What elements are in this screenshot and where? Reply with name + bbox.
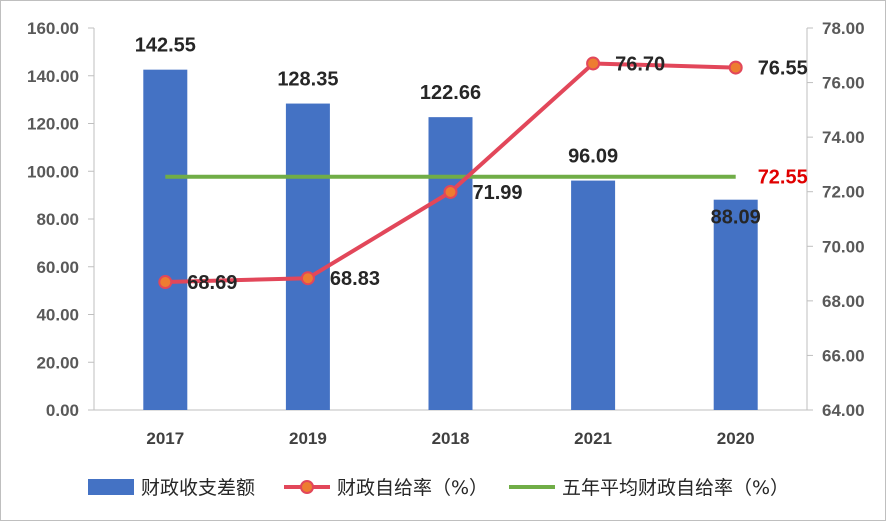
y-right-tick-label: 68.00 [822,292,865,311]
y-left-tick-label: 140.00 [27,67,79,86]
rate-marker [443,184,458,199]
y-left-tick-label: 100.00 [27,162,79,181]
legend-label-rate: 财政自给率（%） [337,477,488,499]
line-series [158,56,743,290]
bar [285,103,330,410]
rate-value-label: 76.55 [758,58,808,80]
x-category-label: 2018 [432,429,470,448]
y-left-tick-label: 160.00 [27,19,79,38]
y-left-tick-label: 0.00 [46,401,79,420]
rate-value-label: 76.70 [615,53,665,75]
legend-swatch-bar [88,479,134,495]
legend: 财政收支差额 财政自给率（%） 五年平均财政自给率（%） [88,477,789,499]
bar-series [143,69,758,411]
y-left-tick-label: 60.00 [36,258,79,277]
y-left-tick-label: 20.00 [36,353,79,372]
rate-value-label: 68.83 [330,268,380,290]
bar [713,199,758,410]
y-right-tick-label: 66.00 [822,346,865,365]
legend-label-average: 五年平均财政自给率（%） [562,477,789,499]
rate-value-label: 71.99 [473,182,523,204]
x-category-label: 2019 [289,429,327,448]
y-right-tick-label: 64.00 [822,401,865,420]
x-category-label: 2020 [717,429,755,448]
y-left-tick-label: 80.00 [36,210,79,229]
y-right-tick-label: 78.00 [822,19,865,38]
x-category-label: 2021 [574,429,612,448]
bar-value-label: 88.09 [711,207,761,229]
legend-swatch-rate-marker [300,480,314,494]
legend-label-bar: 财政收支差额 [141,477,255,499]
rate-marker [300,271,315,286]
bar-value-label: 128.35 [277,69,338,91]
average-value-label: 72.55 [758,167,808,189]
bar-value-label: 122.66 [420,82,481,104]
y-right-tick-label: 70.00 [822,237,865,256]
data-labels: 142.55 128.35 122.66 96.09 88.09 68.69 68.83 71… [135,35,808,294]
bar [428,117,473,411]
y-right-tick-label: 76.00 [822,74,865,93]
y-left-tick-label: 120.00 [27,115,79,134]
rate-marker [158,275,173,290]
y-right-tick-label: 74.00 [822,128,865,147]
bar-value-label: 142.55 [135,35,196,57]
y-right-tick-label: 72.00 [822,183,865,202]
rate-marker [728,60,743,75]
axes: 0.00 20.00 40.00 60.00 80.00 100.00 120.00 140.… [27,19,865,448]
y-left-tick-label: 40.00 [36,306,79,325]
bar-value-label: 96.09 [568,146,618,168]
rate-marker [586,56,601,71]
rate-value-label: 68.69 [187,272,237,294]
bar [571,180,616,410]
x-category-label: 2017 [146,429,184,448]
bar [143,69,188,411]
